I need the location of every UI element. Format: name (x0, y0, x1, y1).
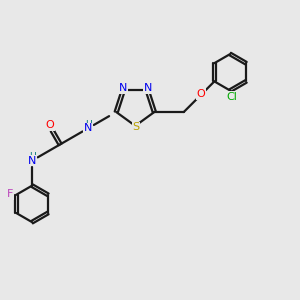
Text: Cl: Cl (226, 92, 237, 102)
Text: H: H (29, 152, 35, 161)
Text: N: N (119, 83, 127, 94)
Text: S: S (132, 122, 140, 132)
Text: O: O (46, 121, 55, 130)
Text: F: F (7, 189, 13, 199)
Text: N: N (84, 123, 92, 133)
Text: N: N (28, 156, 36, 166)
Text: O: O (197, 89, 206, 99)
Text: N: N (143, 83, 152, 94)
Text: H: H (85, 120, 92, 129)
